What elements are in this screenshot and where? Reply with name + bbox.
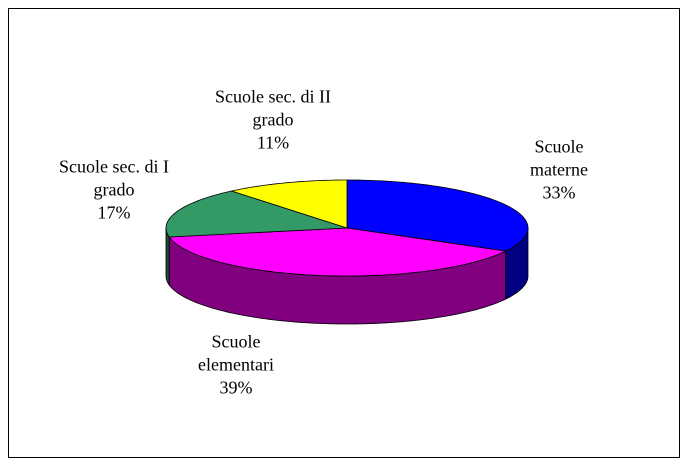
- category-label: Scuole elementari: [198, 331, 274, 375]
- slice-label: Scuole sec. di II grado 11%: [213, 86, 333, 155]
- slice-label: Scuole materne 33%: [519, 136, 599, 205]
- category-label: Scuole materne: [530, 136, 588, 180]
- slice: [346, 179, 529, 252]
- category-label: Scuole sec. di I grado: [59, 156, 169, 200]
- value-label: 33%: [542, 182, 576, 203]
- value-label: 39%: [219, 377, 253, 398]
- slice-label: Scuole sec. di I grado 17%: [57, 156, 172, 225]
- slice-label: Scuole elementari 39%: [191, 331, 281, 400]
- value-label: 11%: [256, 132, 290, 153]
- slice: [168, 227, 507, 277]
- slice: [230, 179, 348, 229]
- slice: [165, 190, 348, 238]
- category-label: Scuole sec. di II grado: [215, 86, 331, 130]
- value-label: 17%: [97, 202, 131, 223]
